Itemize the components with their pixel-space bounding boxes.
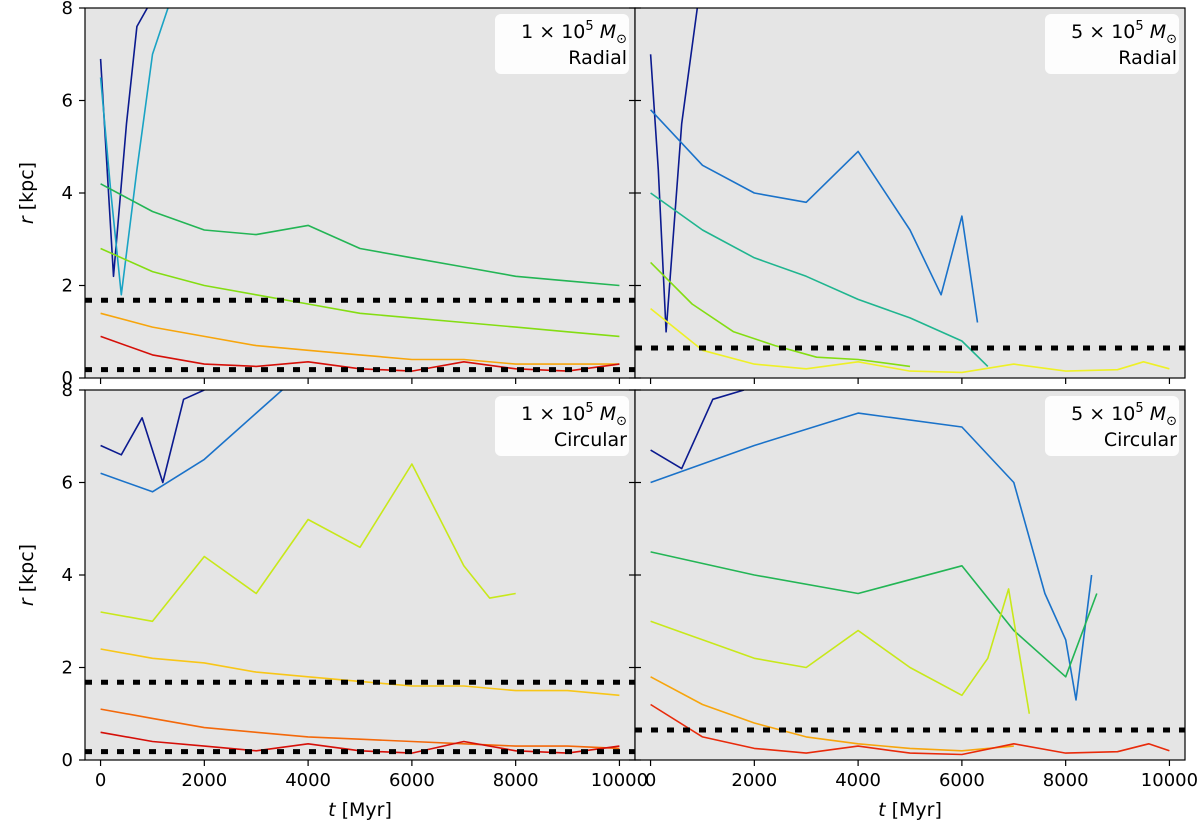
tracks-group <box>85 8 635 373</box>
y-axis-label: r [kpc] <box>16 162 38 224</box>
y-tick-label: 6 <box>62 91 73 112</box>
y-tick-label: 6 <box>62 473 73 494</box>
mass-label: 1 × 105 M⊙ <box>521 401 627 429</box>
y-axis-label: r [kpc] <box>16 544 38 606</box>
orbit-label: Radial <box>1118 47 1177 69</box>
y-tick-label: 2 <box>62 276 73 297</box>
panel-annotation: 5 × 105 M⊙Circular <box>1045 396 1179 456</box>
track-line <box>650 390 745 470</box>
y-tick-label: 2 <box>62 658 73 679</box>
track-line <box>100 247 620 338</box>
annotation-box <box>1045 396 1179 456</box>
x-tick-label: 8000 <box>1043 770 1089 791</box>
x-tick-label: 2000 <box>731 770 777 791</box>
x-tick-label: 10000 <box>591 770 648 791</box>
y-tick-label: 4 <box>62 565 73 586</box>
orbit-label: Circular <box>1104 429 1177 451</box>
track-line <box>650 412 1093 701</box>
x-tick-label: 0 <box>645 770 656 791</box>
track-line <box>100 312 620 365</box>
track-line <box>100 183 620 287</box>
track-line <box>650 109 979 323</box>
mass-label: 5 × 105 M⊙ <box>1071 19 1177 47</box>
panel-annotation: 1 × 105 M⊙Radial <box>495 14 629 74</box>
track-line <box>650 551 1098 678</box>
tracks-group <box>635 390 1185 756</box>
panel-top-left: 0 2 4 6 8 1 × 105 M⊙Radial r [kpc] <box>16 0 636 389</box>
y-tick-label: 0 <box>62 368 73 389</box>
annotation-box <box>495 14 629 74</box>
track-line <box>650 588 1031 714</box>
track-line <box>650 676 1014 752</box>
x-tick-label: 0 <box>95 770 106 791</box>
orbit-label: Radial <box>568 47 627 69</box>
x-tick-label: 6000 <box>939 770 985 791</box>
x-tick-label: 4000 <box>835 770 881 791</box>
panel-annotation: 1 × 105 M⊙Circular <box>495 396 629 456</box>
tracks-group <box>635 8 1185 374</box>
mass-label: 5 × 105 M⊙ <box>1071 401 1177 429</box>
panel-annotation: 5 × 105 M⊙Radial <box>1045 14 1179 74</box>
track-line <box>650 261 911 368</box>
panel-bottom-right: 0 2000 4000 6000 8000 10000 5 × 105 M⊙Circular… <box>634 389 1198 821</box>
y-tick-label: 0 <box>62 750 73 771</box>
annotation-box <box>495 396 629 456</box>
x-tick-label: 10000 <box>1141 770 1198 791</box>
track-line <box>649 8 699 333</box>
track-line <box>100 463 516 623</box>
x-axis-label: t [Myr] <box>878 799 942 821</box>
panel-top-right: 5 × 105 M⊙Radial <box>634 7 1186 384</box>
tracks-group <box>85 390 635 755</box>
track-line <box>99 8 169 296</box>
track-line <box>100 708 620 750</box>
track-line <box>650 192 989 367</box>
track-line <box>650 703 1170 756</box>
panel-bottom-left: 0 2 4 6 8 0 2000 4000 6000 8000 10000 1 × 105 M⊙Cir… <box>16 380 648 821</box>
annotation-box <box>1045 14 1179 74</box>
orbit-label: Circular <box>554 429 627 451</box>
track-line <box>100 390 205 484</box>
x-axis-label: t [Myr] <box>328 799 392 821</box>
x-tick-label: 4000 <box>285 770 331 791</box>
y-tick-label: 4 <box>62 183 73 204</box>
mass-label: 1 × 105 M⊙ <box>521 19 627 47</box>
track-line <box>650 307 1170 374</box>
x-tick-label: 8000 <box>493 770 539 791</box>
x-tick-label: 6000 <box>389 770 435 791</box>
x-tick-label: 2000 <box>181 770 227 791</box>
track-line <box>100 390 283 493</box>
y-tick-label: 8 <box>62 0 73 19</box>
y-tick-label: 8 <box>62 380 73 401</box>
